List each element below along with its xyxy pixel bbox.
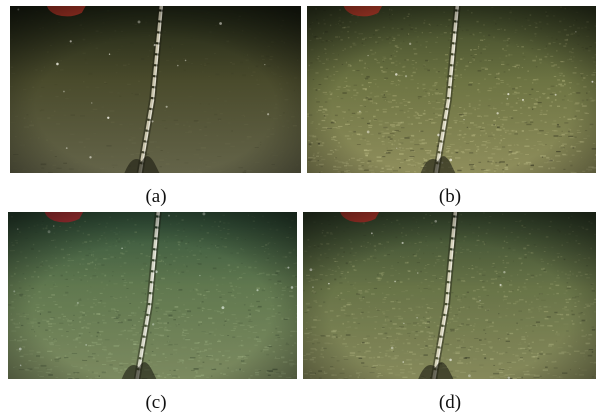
seabed-photo-b	[307, 6, 596, 173]
panel-d-image	[303, 212, 596, 379]
caption-b: (b)	[438, 186, 462, 207]
seabed-photo-c	[8, 212, 297, 379]
caption-d: (d)	[438, 392, 462, 413]
seabed-photo-a	[10, 6, 301, 173]
panel-c-image	[8, 212, 297, 379]
seabed-photo-d	[303, 212, 596, 379]
panel-a-image	[10, 6, 301, 173]
caption-a: (a)	[145, 186, 167, 207]
caption-c: (c)	[145, 392, 167, 413]
panel-b-image	[307, 6, 596, 173]
